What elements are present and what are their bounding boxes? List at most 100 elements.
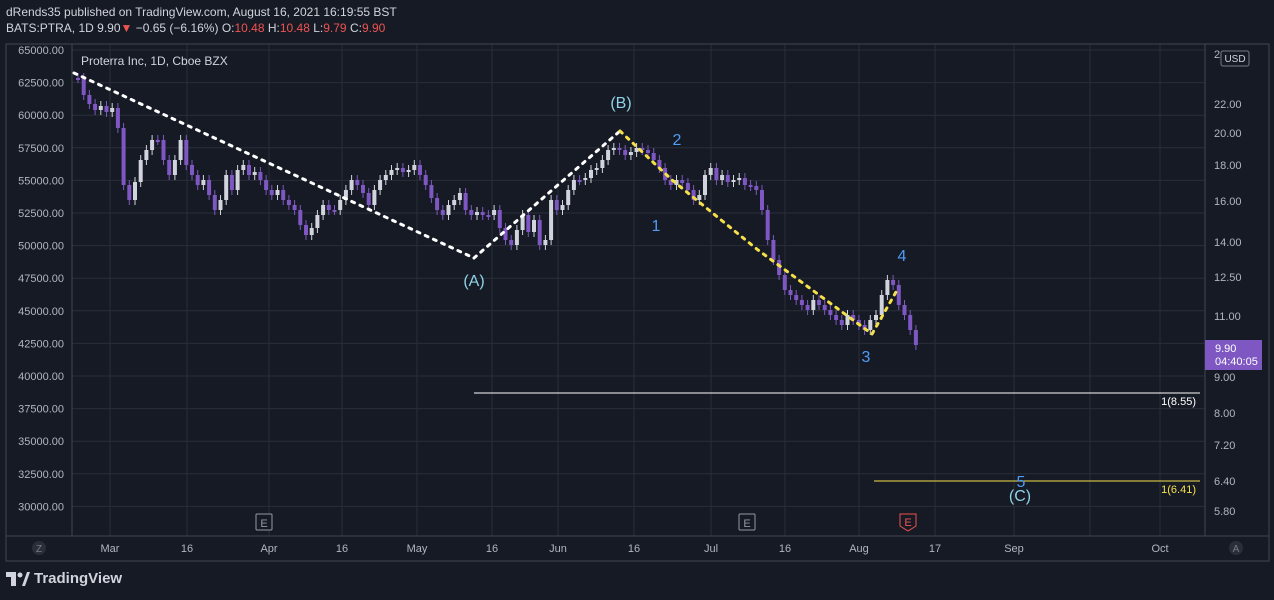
currency-button[interactable]: USD [1220, 50, 1250, 67]
candle-body [725, 175, 730, 182]
left-axis-tick: 45000.00 [18, 306, 64, 318]
publisher-line: dRends35 published on TradingView.com, A… [6, 5, 397, 19]
candle-body [349, 180, 354, 190]
candle-body [207, 180, 212, 195]
wave-label-3: 3 [862, 349, 871, 366]
candle-body [651, 153, 656, 160]
candle-body [628, 152, 633, 155]
candle-body [190, 165, 194, 175]
candle-body [304, 225, 308, 235]
candle-body [298, 210, 303, 225]
tradingview-logo-icon [6, 571, 30, 586]
candle-body [668, 180, 673, 185]
candle-body [212, 195, 217, 210]
candle-body [509, 240, 514, 245]
zoom-button[interactable]: Z [32, 541, 46, 555]
left-axis-tick: 60000.00 [18, 110, 64, 122]
left-axis-tick: 55000.00 [18, 175, 64, 187]
time-axis-tick: Apr [260, 543, 277, 555]
right-price-axis[interactable]: 22.00 20.00 18.00 16.00 14.00 12.50 11.00 9.00 8… [1214, 49, 1242, 518]
candle-body [98, 106, 103, 110]
candle-body [834, 315, 839, 320]
svg-text:E: E [743, 518, 750, 530]
candle-body [537, 220, 542, 245]
candle-body [418, 165, 422, 175]
candle-body [315, 215, 320, 228]
footer-brand: TradingView [6, 570, 122, 587]
left-price-axis[interactable]: 65000.00 62500.00 60000.00 57500.00 55000.00… [18, 45, 64, 513]
close-value: 9.90 [361, 21, 386, 35]
right-axis-tick: 18.00 [1214, 160, 1242, 172]
right-axis-tick: 8.00 [1214, 408, 1235, 420]
candle-body [389, 170, 394, 175]
candle-body [292, 205, 297, 210]
candle-body [218, 200, 223, 210]
candle-body [252, 172, 257, 175]
time-axis-tick: 16 [336, 543, 348, 555]
candle-body [794, 295, 799, 300]
time-axis-tick: Aug [849, 543, 869, 555]
wave-label-c: (C) [1009, 488, 1031, 505]
chart-legend: Proterra Inc, 1D, Cboe BZX [81, 54, 228, 68]
earnings-marker[interactable]: E [738, 513, 756, 531]
candle-body [172, 160, 177, 175]
wave-label-4: 4 [898, 248, 907, 265]
candle-body [492, 210, 497, 215]
candle-body [817, 300, 821, 305]
candle-body [571, 180, 576, 190]
candle-body [355, 180, 360, 185]
candle-body [503, 228, 508, 240]
candle-body [167, 160, 172, 175]
right-axis-tick: 6.40 [1214, 476, 1235, 488]
close-label: C: [349, 21, 362, 35]
candle-body [258, 172, 263, 180]
candle-body [731, 180, 736, 182]
candle-body [435, 198, 440, 210]
svg-text:E: E [904, 517, 911, 529]
right-axis-tick: 11.00 [1214, 311, 1241, 323]
time-axis[interactable]: Mar 16 Apr 16 May 16 Jun 16 Jul 16 Aug 17 Sep Oct [101, 543, 1169, 555]
candle-body [543, 240, 548, 245]
wave-label-5: 5 [1017, 474, 1026, 491]
candle-body [611, 148, 616, 150]
open-value: 10.48 [234, 21, 265, 35]
candle-body [714, 168, 719, 180]
earnings-marker[interactable]: E [255, 513, 273, 531]
price-change: −0.65 (−6.16%) [135, 21, 219, 35]
candle-body [879, 295, 884, 315]
candle-body [520, 215, 525, 230]
candle-body [828, 310, 833, 315]
candle-body [452, 200, 457, 205]
candle-body [178, 140, 183, 160]
time-axis-tick: Jul [704, 543, 718, 555]
candle-body [691, 190, 696, 200]
candle-body [309, 228, 314, 235]
candle-body [400, 168, 405, 172]
wave-label-2: 2 [673, 132, 682, 149]
candle-body [526, 215, 531, 232]
candle-body [440, 210, 445, 215]
candle-body [748, 185, 753, 187]
candle-body [606, 150, 611, 160]
earnings-marker-upcoming[interactable]: E [899, 513, 917, 532]
candle-body [155, 140, 160, 142]
candle-body [235, 170, 240, 190]
candle-body [378, 180, 383, 190]
low-value: 9.79 [323, 21, 347, 35]
svg-text:E: E [260, 518, 267, 530]
candle-body [480, 212, 485, 215]
candle-body [600, 160, 605, 168]
candle-body [332, 210, 337, 212]
candle-body [891, 280, 896, 285]
chart-header: dRends35 published on TradingView.com, A… [6, 4, 397, 36]
auto-scale-button[interactable]: A [1229, 541, 1243, 555]
candle-body [703, 175, 707, 195]
down-arrow-icon: ▼ [120, 21, 133, 35]
candle-body [326, 205, 331, 210]
price-chart[interactable]: 65000.00 62500.00 60000.00 57500.00 55000.00… [0, 42, 1274, 562]
candle-body [822, 305, 827, 310]
candle-body [913, 330, 918, 345]
left-axis-tick: 30000.00 [18, 501, 64, 513]
wave-label-1: 1 [652, 218, 661, 235]
candle-body [594, 168, 599, 170]
